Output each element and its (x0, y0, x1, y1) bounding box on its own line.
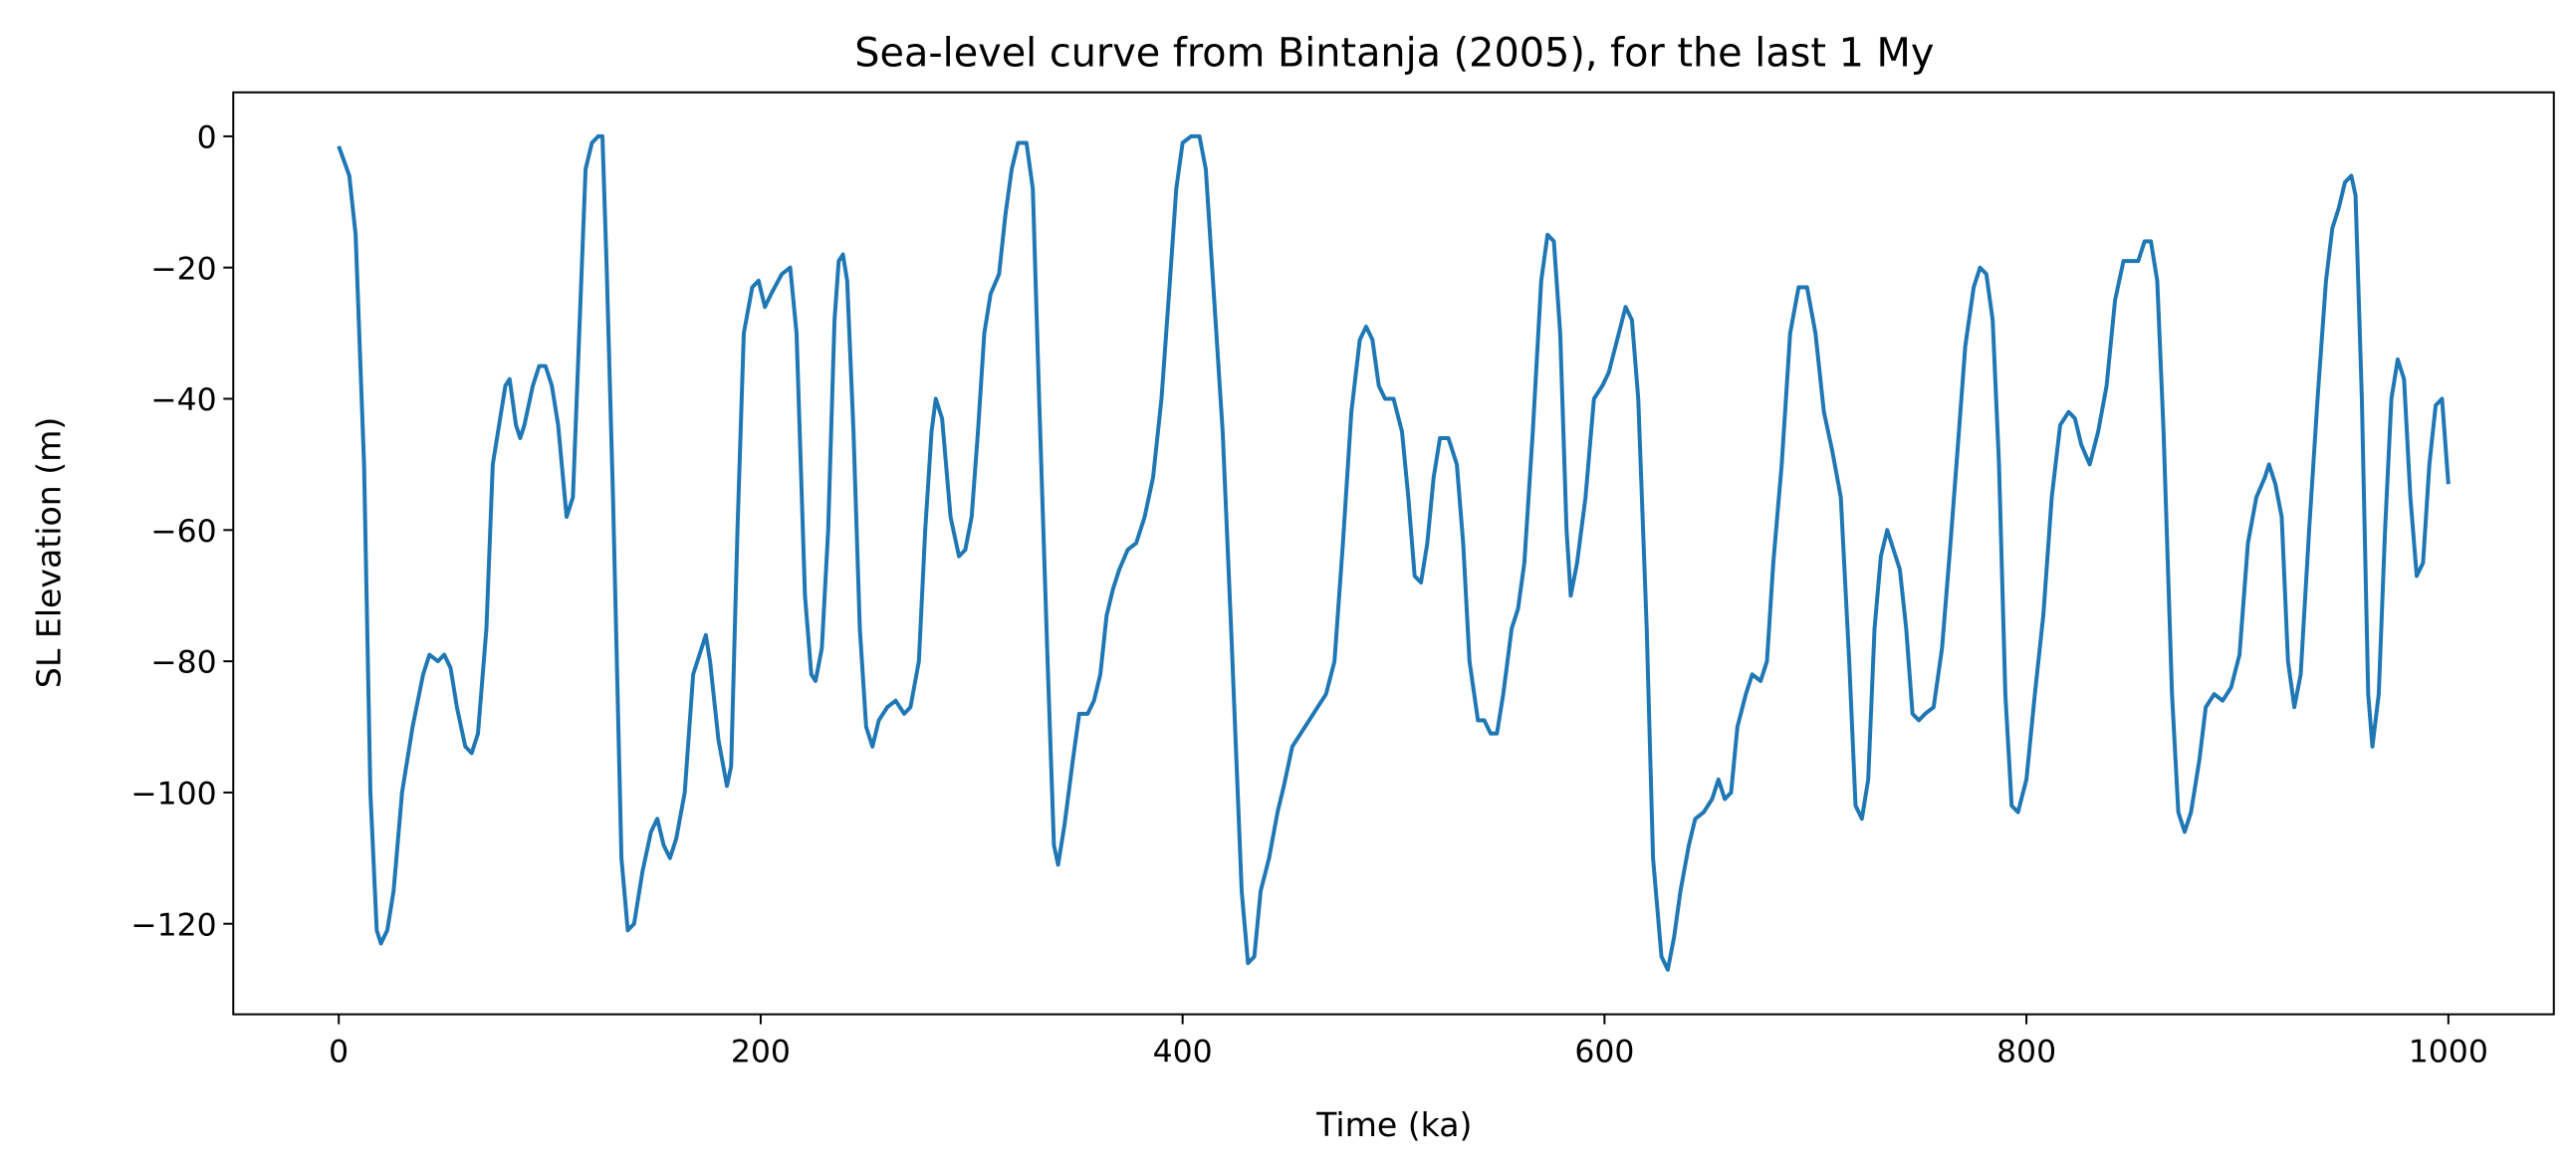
x-axis-label: Time (ka) (1315, 1105, 1472, 1144)
plot-frame (232, 91, 2555, 1016)
y-axis-label: SL Elevation (m) (29, 417, 68, 688)
x-tick-label: 1000 (2409, 1035, 2488, 1070)
y-tick-label: −20 (150, 251, 216, 287)
x-tick-label: 400 (1153, 1035, 1213, 1070)
x-tick-label: 200 (731, 1035, 791, 1070)
chart-title: Sea-level curve from Bintanja (2005), fo… (854, 30, 1934, 76)
y-tick-label: 0 (197, 120, 217, 156)
y-tick-label: −100 (130, 777, 216, 813)
y-tick-label: −40 (150, 382, 216, 418)
y-tick-label: −120 (130, 907, 216, 943)
x-tick-label: 600 (1574, 1035, 1634, 1070)
y-tick-label: −60 (150, 514, 216, 550)
x-tick-label: 800 (1996, 1035, 2056, 1070)
data-line (337, 133, 2451, 972)
y-tick-label: −80 (150, 645, 216, 681)
x-tick-label: 0 (329, 1035, 349, 1070)
